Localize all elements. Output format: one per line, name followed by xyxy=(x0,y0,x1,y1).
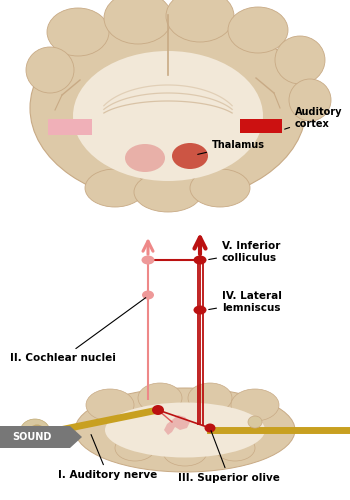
Ellipse shape xyxy=(194,256,206,264)
Bar xyxy=(240,119,282,133)
Ellipse shape xyxy=(20,419,50,445)
Ellipse shape xyxy=(289,79,331,121)
Ellipse shape xyxy=(172,143,208,169)
Ellipse shape xyxy=(204,424,216,432)
Ellipse shape xyxy=(115,435,155,461)
Text: II. Cochlear nuclei: II. Cochlear nuclei xyxy=(10,298,146,363)
Ellipse shape xyxy=(163,438,207,466)
Ellipse shape xyxy=(29,424,45,440)
Text: Thalamus: Thalamus xyxy=(198,140,265,154)
Ellipse shape xyxy=(26,47,74,93)
Ellipse shape xyxy=(138,383,182,413)
FancyBboxPatch shape xyxy=(0,426,59,448)
Ellipse shape xyxy=(188,383,232,413)
Text: SOUND: SOUND xyxy=(12,432,52,442)
Ellipse shape xyxy=(30,13,306,203)
Ellipse shape xyxy=(141,256,154,264)
Ellipse shape xyxy=(134,172,202,212)
Text: III. Superior olive: III. Superior olive xyxy=(178,430,280,483)
Text: V. Inferior
colliculus: V. Inferior colliculus xyxy=(209,241,280,263)
Ellipse shape xyxy=(105,402,265,458)
Polygon shape xyxy=(164,415,190,435)
Ellipse shape xyxy=(104,0,172,44)
Ellipse shape xyxy=(190,169,250,207)
Ellipse shape xyxy=(85,169,145,207)
Ellipse shape xyxy=(248,416,262,428)
Ellipse shape xyxy=(86,389,134,421)
Ellipse shape xyxy=(228,7,288,53)
Ellipse shape xyxy=(47,8,109,56)
Text: Auditory
cortex: Auditory cortex xyxy=(285,107,343,129)
Text: I. Auditory nerve: I. Auditory nerve xyxy=(58,434,157,480)
Text: IV. Lateral
lemniscus: IV. Lateral lemniscus xyxy=(209,291,282,313)
Ellipse shape xyxy=(215,435,255,461)
Ellipse shape xyxy=(194,306,206,314)
Ellipse shape xyxy=(75,388,295,472)
Ellipse shape xyxy=(73,51,263,181)
Ellipse shape xyxy=(125,144,165,172)
Ellipse shape xyxy=(152,405,164,415)
Bar xyxy=(48,119,92,135)
Ellipse shape xyxy=(275,36,325,84)
Ellipse shape xyxy=(142,290,154,300)
Ellipse shape xyxy=(166,0,234,42)
Ellipse shape xyxy=(231,389,279,421)
FancyArrow shape xyxy=(0,426,82,448)
